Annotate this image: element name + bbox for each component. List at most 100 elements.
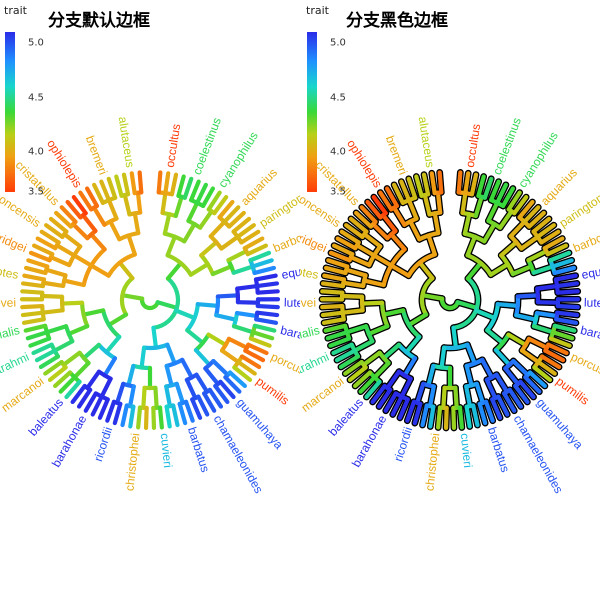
branch <box>420 293 445 301</box>
tip-label: equestris <box>280 259 300 282</box>
tip-label: occultus <box>163 123 184 169</box>
tip-label: guamuhaya <box>534 395 586 452</box>
tip-label: etheridgei <box>0 222 29 255</box>
branch <box>508 219 527 239</box>
branch <box>348 216 369 234</box>
branch <box>372 360 391 380</box>
branch <box>164 404 172 429</box>
legend-tick: 4.5 <box>318 92 346 104</box>
branch <box>380 213 398 234</box>
branch <box>431 363 453 371</box>
tip-label: strahmi <box>300 350 331 379</box>
branch <box>503 366 521 387</box>
branch <box>72 253 94 268</box>
branch <box>157 405 164 430</box>
branch <box>141 385 147 410</box>
tip-label: luteogularis <box>584 296 600 312</box>
phylogeny-tree-black-border: occultus coelestinuscyanophilusaquariuspa… <box>300 116 600 496</box>
branch <box>71 222 90 241</box>
branch <box>84 186 100 209</box>
legend-title: trait <box>4 4 27 17</box>
branch <box>507 387 524 409</box>
branch <box>151 276 181 330</box>
branch <box>340 308 365 315</box>
branch <box>83 391 98 413</box>
branch <box>40 308 65 315</box>
branch <box>385 369 402 391</box>
branch <box>339 293 365 299</box>
tip-label: paringtoni <box>557 189 600 230</box>
branch <box>250 330 275 341</box>
branch <box>332 243 355 257</box>
branch <box>462 212 472 236</box>
branch <box>512 195 529 216</box>
branch <box>514 313 538 322</box>
branch <box>518 379 536 400</box>
branch <box>439 345 447 370</box>
branch <box>397 397 410 420</box>
branch <box>352 339 375 353</box>
branch <box>517 199 535 220</box>
branch <box>326 258 350 269</box>
branch <box>203 366 221 387</box>
tip-label: cybotes <box>300 261 320 282</box>
branch <box>210 264 234 277</box>
branch <box>339 229 361 245</box>
branch <box>185 328 205 345</box>
branch <box>496 394 510 417</box>
branch <box>437 170 444 195</box>
tip-label: aquarius <box>238 165 280 208</box>
tip-label: marcanoi <box>300 374 346 415</box>
tip-label: barbouri <box>271 226 300 256</box>
branch <box>348 255 372 268</box>
branch <box>408 219 422 242</box>
branch <box>39 293 65 299</box>
legend-tick: 4.0 <box>16 146 44 158</box>
branch <box>137 170 144 195</box>
branch <box>20 289 45 295</box>
branch <box>323 323 348 333</box>
branch <box>554 317 579 325</box>
branch <box>361 350 382 367</box>
branch <box>354 243 377 258</box>
branch <box>151 325 159 350</box>
branch <box>451 325 459 350</box>
branch <box>217 199 235 220</box>
branch <box>160 190 168 215</box>
branch <box>117 260 135 281</box>
branch <box>169 172 179 197</box>
branch <box>206 190 222 212</box>
branch <box>555 303 580 310</box>
branch <box>392 182 405 205</box>
branch <box>546 342 569 356</box>
branch <box>80 213 98 234</box>
branch <box>494 372 510 394</box>
branch <box>105 399 117 423</box>
branch <box>32 243 55 257</box>
branch <box>165 261 183 281</box>
branch <box>555 289 580 295</box>
branch <box>156 170 163 195</box>
branch <box>527 210 546 229</box>
branch <box>66 324 90 337</box>
branch <box>469 172 479 197</box>
tip-label: guamuhaya <box>234 395 286 452</box>
branch <box>248 336 272 348</box>
branch <box>72 360 91 380</box>
branch <box>406 312 429 328</box>
tip-label: baracoae <box>579 323 600 348</box>
branch <box>136 405 143 430</box>
branch <box>139 296 160 311</box>
branch <box>99 179 112 203</box>
branch <box>535 223 556 239</box>
branch <box>323 265 348 276</box>
branch <box>227 370 247 389</box>
branch <box>253 273 278 282</box>
branch <box>190 397 203 420</box>
branch <box>174 381 185 405</box>
branch <box>102 356 118 378</box>
branch <box>402 356 418 378</box>
tip-label: porcus <box>569 350 600 378</box>
branch <box>545 243 568 257</box>
